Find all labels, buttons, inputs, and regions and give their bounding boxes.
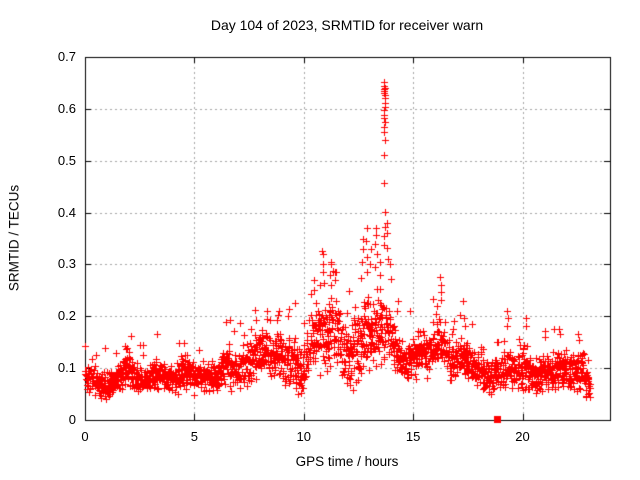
x-tick-label: 20: [515, 429, 530, 444]
x-tick-label: 10: [296, 429, 311, 444]
x-axis-label: GPS time / hours: [295, 454, 399, 469]
y-tick-label: 0.7: [57, 49, 76, 64]
y-axis-label: SRMTID / TECUs: [6, 184, 22, 292]
x-tick-label: 5: [190, 429, 198, 444]
y-tick-label: 0.5: [57, 152, 76, 168]
x-tick-label: 15: [405, 429, 421, 444]
y-tick-label: 0.3: [57, 256, 76, 272]
chart-title: Day 104 of 2023, SRMTID for receiver war…: [210, 17, 484, 33]
y-tick-label: 0.2: [57, 308, 76, 324]
y-tick-label: 0.1: [57, 360, 76, 376]
y-tick-label: 0: [68, 412, 76, 427]
y-tick-label: 0.4: [57, 204, 76, 220]
x-tick-label: 0: [81, 429, 89, 444]
y-tick-label: 0.6: [57, 100, 76, 116]
